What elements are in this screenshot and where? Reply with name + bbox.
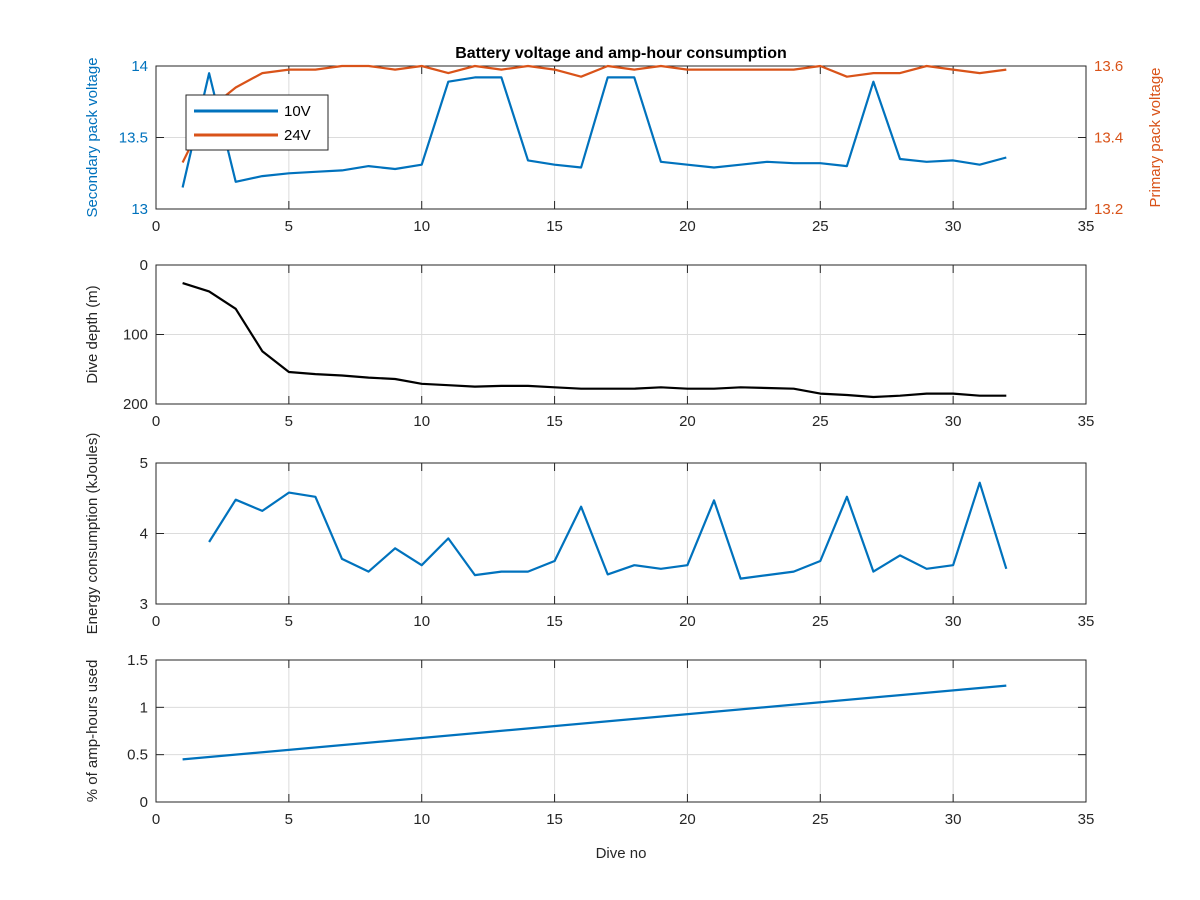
legend-label-10V: 10V	[284, 103, 311, 120]
x-tick-label: 0	[152, 811, 160, 828]
y-tick-label: 100	[123, 327, 148, 344]
subplot-1: 0 5 10 15 20 25 30 35 13 13.5 14 Secondary pack vol…	[84, 45, 1164, 235]
x-axis-label: Dive no	[596, 845, 647, 862]
y-tick-label: 3	[140, 596, 148, 613]
x-tick-label: 10	[413, 413, 430, 430]
series-line-1	[208, 481, 1008, 580]
x-tick-label: 25	[812, 218, 829, 235]
x-tick-label: 25	[812, 613, 829, 630]
x-tick-label: 25	[812, 413, 829, 430]
y-right-tick-label: 13.6	[1094, 58, 1123, 75]
series-line-1	[182, 282, 1007, 399]
subplot-3: 0 5 10 15 20 25 30 35 3 4 5 Energy consumption (kJo…	[84, 433, 1094, 635]
x-tick-label: 30	[945, 218, 962, 235]
series-line-24V	[181, 64, 1007, 163]
x-tick-label: 5	[285, 218, 293, 235]
legend-box	[185, 94, 329, 151]
legend-label-24V: 24V	[284, 127, 311, 144]
series-line-10V	[181, 72, 1007, 188]
y-right-axis-label: Primary pack voltage	[1147, 67, 1164, 207]
x-tick-label: 30	[945, 413, 962, 430]
x-tick-label: 0	[152, 613, 160, 630]
y-tick-label: 13.5	[119, 130, 148, 147]
x-tick-label: 35	[1078, 811, 1095, 828]
x-tick-label: 5	[285, 613, 293, 630]
y-tick-label: 1	[140, 699, 148, 716]
x-tick-label: 15	[546, 811, 563, 828]
x-tick-label: 35	[1078, 218, 1095, 235]
y-tick-label: 0	[140, 257, 148, 274]
x-tick-label: 10	[413, 218, 430, 235]
x-tick-label: 20	[679, 218, 696, 235]
y-tick-label: 4	[140, 526, 148, 543]
axes-box	[155, 659, 1087, 803]
y-right-tick-label: 13.2	[1094, 201, 1123, 218]
x-tick-label: 10	[413, 811, 430, 828]
y-tick-label: 200	[123, 396, 148, 413]
chart-title: Battery voltage and amp-hour consumption	[455, 45, 787, 62]
y-axis-label: % of amp-hours used	[84, 660, 101, 803]
x-tick-label: 30	[945, 613, 962, 630]
y-tick-label: 5	[140, 455, 148, 472]
y-tick-label: 1.5	[127, 652, 148, 669]
y-axis-label: Energy consumption (kJoules)	[84, 433, 101, 635]
x-tick-label: 20	[679, 811, 696, 828]
series-line-1	[182, 684, 1007, 761]
x-tick-label: 10	[413, 613, 430, 630]
x-tick-label: 5	[285, 413, 293, 430]
y-right-tick-label: 13.4	[1094, 130, 1123, 147]
y-axis-label: Secondary pack voltage	[84, 57, 101, 217]
x-tick-label: 35	[1078, 413, 1095, 430]
y-tick-label: 14	[131, 58, 148, 75]
y-tick-label: 13	[131, 201, 148, 218]
x-tick-label: 20	[679, 613, 696, 630]
subplot-4: 0 5 10 15 20 25 30 35 0 0.5 1 1.5 % of amp-hours use…	[84, 652, 1094, 862]
y-tick-label: 0.5	[127, 747, 148, 764]
x-tick-label: 15	[546, 613, 563, 630]
subplot-2: 0 5 10 15 20 25 30 35 0 100 200 Dive depth (m)	[84, 257, 1094, 430]
x-tick-label: 15	[546, 218, 563, 235]
x-tick-label: 15	[546, 413, 563, 430]
x-tick-label: 5	[285, 811, 293, 828]
x-tick-label: 35	[1078, 613, 1095, 630]
x-tick-label: 30	[945, 811, 962, 828]
y-tick-label: 0	[140, 794, 148, 811]
y-axis-label: Dive depth (m)	[84, 285, 101, 383]
x-tick-label: 20	[679, 413, 696, 430]
x-tick-label: 0	[152, 218, 160, 235]
x-tick-label: 25	[812, 811, 829, 828]
x-tick-label: 0	[152, 413, 160, 430]
